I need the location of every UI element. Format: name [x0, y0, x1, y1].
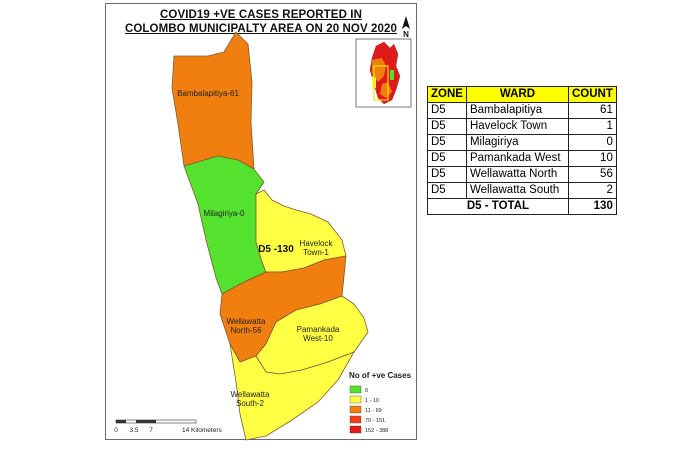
- label-havelock-town-line1: Havelock: [300, 239, 334, 248]
- cell-ward: Pamankada West: [465, 150, 569, 167]
- label-bambalapitiya: Bambalapitiya-61: [177, 89, 239, 98]
- scale-tick-0: 0: [114, 427, 118, 434]
- cell-zone: D5: [427, 134, 467, 151]
- cell-zone: D5: [427, 118, 467, 135]
- label-wellawatta-north-line2: North-56: [230, 326, 262, 335]
- ward-wellawatta-south: [229, 343, 355, 441]
- ward-milagiriya: [183, 155, 267, 295]
- ward-count-table: ZONE WARD COUNT D5 Bambalapitiya 61 D5 H…: [427, 86, 617, 215]
- table-row: D5 Pamankada West 10: [427, 150, 617, 167]
- scale-bar: 0 3.5 7 14 Kilometers: [114, 419, 222, 434]
- ward-bambalapitiya: [171, 31, 255, 170]
- cell-count: 56: [567, 166, 617, 183]
- header-count: COUNT: [567, 86, 617, 103]
- label-wellawatta-south-line1: Wellawatta: [231, 390, 271, 399]
- legend-swatch: [349, 425, 362, 434]
- legend-label: 0: [365, 388, 368, 394]
- label-wellawatta-north-line1: Wellawatta: [227, 317, 267, 326]
- inset-locator-map: [355, 38, 412, 108]
- table-header-row: ZONE WARD COUNT: [427, 86, 617, 103]
- header-zone: ZONE: [427, 86, 467, 103]
- ward-havelock-town: [255, 189, 347, 273]
- north-arrow-icon: N: [402, 16, 410, 39]
- legend-swatch: [349, 405, 362, 414]
- map-title-line1: COVID19 +VE CASES REPORTED IN: [160, 9, 362, 21]
- scale-tick-2: 7: [149, 427, 153, 434]
- scale-tick-1: 3.5: [129, 427, 138, 434]
- legend-swatch: [349, 385, 362, 394]
- cell-ward: Havelock Town: [465, 118, 569, 135]
- table-row: D5 Havelock Town 1: [427, 118, 617, 135]
- north-arrow-label: N: [403, 30, 409, 39]
- table-row: D5 Bambalapitiya 61: [427, 102, 617, 119]
- legend-label: 1 - 10: [365, 398, 379, 404]
- legend-title: No of +ve Cases: [349, 371, 412, 380]
- legend-swatch: [349, 415, 362, 424]
- cell-zone: D5: [427, 182, 467, 199]
- label-havelock-town-line2: Town-1: [303, 248, 329, 257]
- table-row: D5 Wellawatta North 56: [427, 166, 617, 183]
- map-frame: COVID19 +VE CASES REPORTED IN COLOMBO MU…: [105, 3, 417, 441]
- total-label: D5 - TOTAL: [427, 198, 569, 215]
- header-ward: WARD: [465, 86, 569, 103]
- cell-zone: D5: [427, 102, 467, 119]
- cell-count: 10: [567, 150, 617, 167]
- cell-zone: D5: [427, 150, 467, 167]
- cell-zone: D5: [427, 166, 467, 183]
- cell-ward: Wellawatta South: [465, 182, 569, 199]
- map-canvas: Bambalapitiya-61 Milagiriya-0 Havelock T…: [114, 16, 412, 441]
- cell-count: 2: [567, 182, 617, 199]
- label-milagiriya: Milagiriya-0: [204, 209, 245, 218]
- zone-total-label: D5 -130: [258, 244, 294, 255]
- cell-ward: Bambalapitiya: [465, 102, 569, 119]
- cell-ward: Milagiriya: [465, 134, 569, 151]
- label-wellawatta-south-line2: South-2: [236, 399, 265, 408]
- cell-ward: Wellawatta North: [465, 166, 569, 183]
- table-row: D5 Wellawatta South 2: [427, 182, 617, 199]
- legend-label: 70 - 151: [365, 418, 385, 424]
- legend-swatch: [349, 395, 362, 404]
- legend-label: 152 - 388: [365, 428, 388, 434]
- cell-count: 0: [567, 134, 617, 151]
- label-pamankada-west-line1: Pamankada: [297, 325, 340, 334]
- legend-label: 11 - 69: [365, 408, 382, 414]
- legend: No of +ve Cases 0 1 - 10 11 - 69 70 - 151 15…: [349, 371, 412, 434]
- cell-count: 1: [567, 118, 617, 135]
- table-row: D5 Milagiriya 0: [427, 134, 617, 151]
- cell-count: 61: [567, 102, 617, 119]
- label-pamankada-west-line2: West-10: [303, 334, 333, 343]
- table-total-row: D5 - TOTAL 130: [427, 198, 617, 215]
- scale-tick-3: 14 Kilometers: [182, 427, 222, 434]
- map-title-line2: COLOMBO MUNICIPALTY AREA ON 20 NOV 2020: [124, 23, 398, 35]
- total-count: 130: [567, 198, 617, 215]
